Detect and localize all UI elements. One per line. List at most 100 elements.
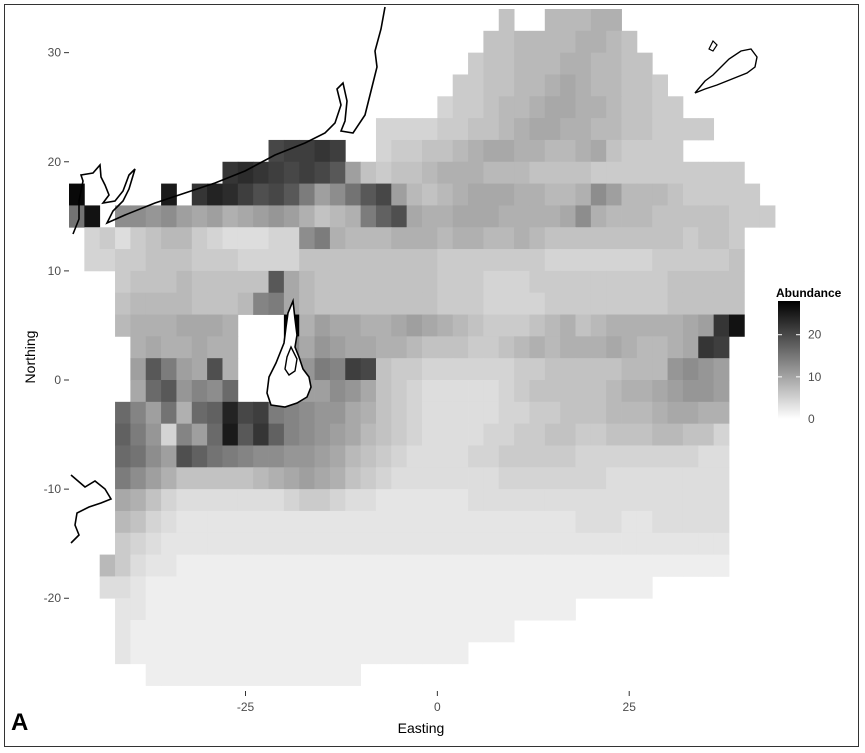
heatmap-cell [652,270,668,294]
heatmap-cell [636,118,653,141]
heatmap-cell [145,380,162,403]
heatmap-cell [468,598,484,621]
heatmap-cell [237,620,254,643]
heatmap-cell [728,183,745,206]
heatmap-cell [606,489,622,512]
heatmap-cell [161,467,177,490]
heatmap-cell [130,292,147,315]
heatmap-cell [161,641,177,665]
heatmap-cell [483,620,500,643]
heatmap-cell [606,74,622,97]
heatmap-cell [222,249,239,272]
heatmap-cell [682,205,699,228]
heatmap-cell [422,467,438,490]
heatmap-cell [544,576,561,599]
heatmap-cell [621,139,638,163]
heatmap-cell [191,227,208,250]
heatmap-cell [606,445,622,468]
heatmap-cell [698,445,715,468]
heatmap-cell [452,118,469,141]
heatmap-cell [514,96,530,119]
heatmap-cell [145,467,162,490]
heatmap-cell [560,489,576,512]
heatmap-cell [161,423,177,446]
heatmap-cell [682,401,699,425]
heatmap-cell [191,336,208,359]
coastline-land [70,6,758,544]
heatmap-cell [253,532,269,555]
heatmap-cell [667,205,684,228]
heatmap-cell [161,249,177,272]
heatmap-cell [253,554,269,577]
heatmap-cell [437,314,454,337]
heatmap-cell [652,467,668,490]
heatmap-cell [145,401,162,425]
heatmap-cell [606,30,622,54]
heatmap-cell [437,292,454,315]
heatmap-cell [375,249,392,272]
heatmap-cell [621,183,638,206]
heatmap-cell [176,598,193,621]
heatmap-cell [498,52,515,75]
heatmap-cell [360,423,377,446]
heatmap-cell [498,183,515,206]
heatmap-cell [498,314,515,337]
heatmap-cell [283,423,300,446]
heatmap-cell [268,227,285,250]
heatmap-cell [253,227,269,250]
heatmap-cell [391,183,408,206]
heatmap-cell [406,118,423,141]
heatmap-cell [575,30,592,54]
heatmap-cell [176,489,193,512]
heatmap-cell [652,227,668,250]
heatmap-cell [253,161,269,184]
heatmap-cell [161,663,177,686]
heatmap-cell [529,358,546,381]
heatmap-cell [483,270,500,294]
heatmap-cell [498,445,515,468]
heatmap-cell [391,401,408,425]
heatmap-cell [437,445,454,468]
heatmap-cell [590,467,607,490]
heatmap-cell [283,620,300,643]
heatmap-cell [237,554,254,577]
heatmap-cell [667,314,684,337]
heatmap-cell [115,554,131,577]
heatmap-cell [391,139,408,163]
heatmap-cell [176,358,193,381]
heatmap-cell [375,336,392,359]
heatmap-cell [575,227,592,250]
heatmap-cell [713,489,730,512]
heatmap-cell [498,598,515,621]
heatmap-cell [529,554,546,577]
heatmap-cell [468,314,484,337]
heatmap-cell [406,532,423,555]
heatmap-cell [283,227,300,250]
heatmap-cell [544,205,561,228]
heatmap-cell [268,423,285,446]
heatmap-cell [652,380,668,403]
heatmap-cell [590,139,607,163]
heatmap-cell [345,183,362,206]
heatmap-cell [621,467,638,490]
heatmap-cell [560,249,576,272]
heatmap-cell [283,467,300,490]
heatmap-cell [437,270,454,294]
heatmap-cell [145,358,162,381]
heatmap-cell [345,380,362,403]
heatmap-cell [360,249,377,272]
heatmap-cell [728,249,745,272]
heatmap-cell [161,554,177,577]
heatmap-cell [237,576,254,599]
heatmap-cell [329,314,346,337]
heatmap-cell [560,270,576,294]
heatmap-cell [360,598,377,621]
heatmap-cell [345,270,362,294]
heatmap-cell [130,401,147,425]
heatmap-cell [268,576,285,599]
heatmap-cell [483,52,500,75]
heatmap-cell [314,183,331,206]
heatmap-cell [590,249,607,272]
heatmap-cell [606,205,622,228]
heatmap-cell [391,489,408,512]
